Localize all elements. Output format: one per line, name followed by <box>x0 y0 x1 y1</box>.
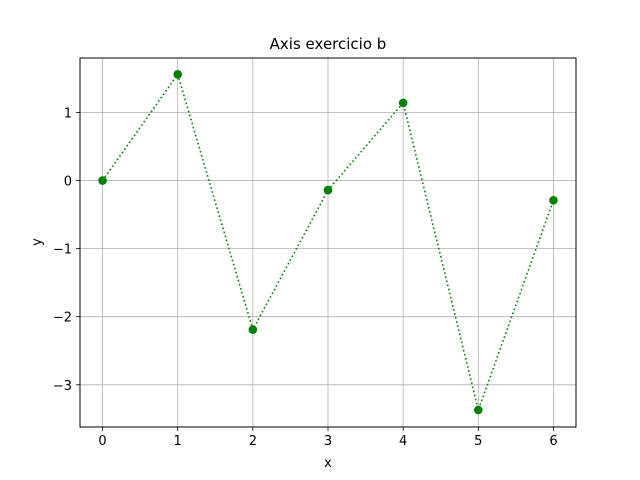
x-tick-label: 6 <box>549 434 557 449</box>
data-point-marker <box>173 70 182 79</box>
data-point-marker <box>323 185 333 195</box>
axis-ticks: 0 1 2 3 4 5 6 −3 −2 −1 0 1 <box>53 106 558 449</box>
y-tick-label: −2 <box>53 311 72 326</box>
x-tick-label: 5 <box>474 434 482 449</box>
x-axis-label: x <box>324 456 332 471</box>
x-tick-label: 1 <box>174 434 182 449</box>
chart-title: Axis exercicio b <box>270 35 387 53</box>
y-tick-label: −3 <box>53 379 72 394</box>
data-point-marker <box>98 176 107 185</box>
data-point-marker <box>398 98 408 108</box>
y-tick-label: 0 <box>64 175 72 190</box>
y-axis-label: y <box>30 238 45 246</box>
data-series <box>98 70 558 415</box>
y-tick-label: −1 <box>53 243 72 258</box>
data-point-marker <box>474 405 483 415</box>
data-point-marker <box>248 325 258 334</box>
y-tick-label: 1 <box>64 106 72 121</box>
x-tick-label: 0 <box>98 434 106 449</box>
data-point-marker <box>549 195 558 205</box>
x-tick-label: 2 <box>249 434 257 449</box>
x-tick-label: 4 <box>399 434 407 449</box>
grid <box>80 58 576 427</box>
x-tick-label: 3 <box>324 434 332 449</box>
